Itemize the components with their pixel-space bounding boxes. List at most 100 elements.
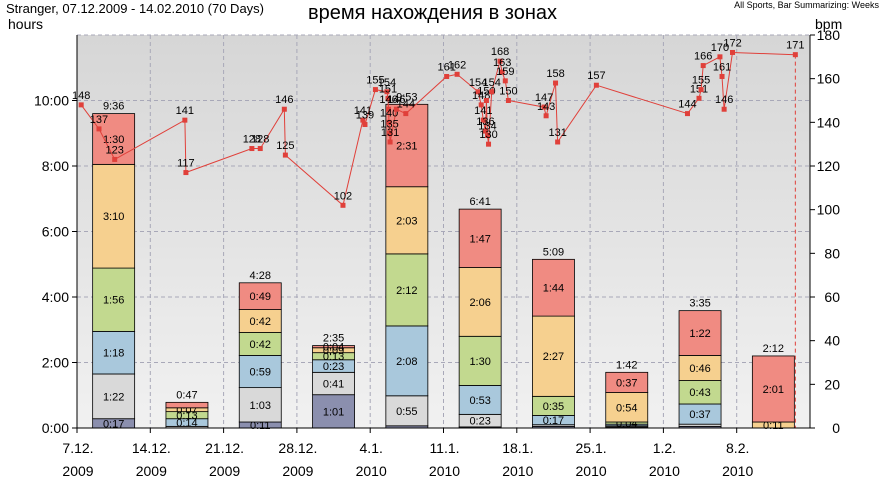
bar-segment-label: 2:08 bbox=[396, 356, 417, 368]
x-tick-year-label: 2010 bbox=[502, 463, 533, 479]
hr-point bbox=[385, 95, 391, 101]
x-tick-year-label: 2010 bbox=[649, 463, 680, 479]
hr-point bbox=[730, 49, 736, 55]
bar-segment bbox=[92, 267, 136, 332]
hr-point-label: 155 bbox=[366, 75, 384, 87]
x-tick-year-label: 2010 bbox=[356, 463, 387, 479]
hr-point-label: 128 bbox=[243, 134, 261, 146]
hr-point-label: 141 bbox=[354, 105, 372, 117]
y2-tick-label: 160 bbox=[817, 71, 841, 87]
hr-point-label: 171 bbox=[786, 40, 804, 52]
bar-segment-label: 0:37 bbox=[689, 409, 710, 421]
bar-segment-label: 0:46 bbox=[689, 363, 710, 375]
x-tick-label: 1.2. bbox=[653, 440, 676, 456]
hr-point bbox=[386, 119, 392, 125]
chart-subtitle: Stranger, 07.12.2009 - 14.02.2010 (70 Da… bbox=[6, 1, 265, 16]
hr-point-label: 140 bbox=[380, 107, 398, 119]
hr-point bbox=[502, 78, 508, 84]
x-tick-label: 4.1. bbox=[360, 440, 383, 456]
hr-point bbox=[386, 106, 392, 112]
x-tick-label: 8.2. bbox=[726, 440, 749, 456]
y-tick-label: 0:00 bbox=[42, 420, 69, 436]
bar-segment-label: 0:54 bbox=[616, 402, 637, 414]
bar-segment bbox=[238, 282, 282, 310]
hr-point-label: 141 bbox=[176, 105, 194, 117]
hr-point bbox=[387, 130, 393, 136]
hr-point-label: 157 bbox=[587, 70, 605, 82]
hr-point-label: 146 bbox=[387, 94, 405, 106]
x-tick-label: 11.1. bbox=[429, 440, 459, 456]
hr-point-label: 134 bbox=[478, 120, 496, 132]
bar-total-label: 1:42 bbox=[616, 359, 637, 371]
bar-segment-label: 0:42 bbox=[250, 339, 271, 351]
y2-tick-label: 60 bbox=[824, 289, 840, 305]
hr-point bbox=[387, 139, 393, 145]
hr-point bbox=[505, 98, 511, 103]
bar-segment-label: 0:23 bbox=[323, 361, 344, 373]
hr-point bbox=[482, 128, 488, 134]
hr-point bbox=[543, 113, 549, 119]
hr-point-label: 162 bbox=[448, 59, 466, 71]
y2-tick-label: 80 bbox=[824, 245, 840, 261]
hr-point-label: 146 bbox=[715, 94, 733, 106]
x-tick-label: 21.12. bbox=[205, 440, 244, 456]
bar-segment bbox=[385, 253, 429, 327]
bar-total-label: 3:35 bbox=[689, 298, 710, 310]
hr-point bbox=[112, 156, 118, 162]
y2-tick-label: 120 bbox=[817, 158, 841, 174]
bar-total-label: 6:41 bbox=[469, 196, 490, 208]
hr-point-label: 146 bbox=[275, 94, 293, 106]
hr-point bbox=[499, 69, 505, 75]
bar-total-label: 9:36 bbox=[103, 101, 124, 113]
bar-segment-label: 2:12 bbox=[396, 285, 417, 297]
hr-point bbox=[698, 87, 704, 93]
bar-segment bbox=[385, 103, 429, 188]
x-tick-label: 7.12. bbox=[62, 440, 93, 456]
x-tick-year-label: 2010 bbox=[429, 463, 460, 479]
hr-point bbox=[700, 63, 706, 69]
hr-point-label: 117 bbox=[177, 158, 195, 170]
x-tick-year-label: 2010 bbox=[576, 463, 607, 479]
chart-note: All Sports, Bar Summarizing: Weeks bbox=[734, 0, 879, 10]
hr-point bbox=[281, 106, 287, 112]
hr-point bbox=[696, 95, 702, 101]
hr-point bbox=[484, 132, 490, 138]
hr-point-label: 135 bbox=[380, 118, 398, 130]
bar-segment-label: 0:13 bbox=[176, 410, 197, 422]
bar-total-label: 5:09 bbox=[543, 246, 564, 258]
x-tick-label: 14.12. bbox=[132, 440, 171, 456]
bar-segment bbox=[751, 355, 795, 423]
hr-point-label: 123 bbox=[106, 144, 124, 156]
hr-point bbox=[497, 58, 503, 64]
bar-segment-label: 0:17 bbox=[103, 418, 124, 430]
y2-tick-label: 0 bbox=[832, 420, 840, 436]
x-tick-year-label: 2010 bbox=[722, 463, 753, 479]
bar-segment-label: 0:43 bbox=[689, 387, 710, 399]
hr-point-label: 141 bbox=[474, 105, 492, 117]
bar-segment-label: 0:17 bbox=[543, 415, 564, 427]
hr-point-label: 166 bbox=[694, 51, 712, 63]
bar-segment bbox=[385, 186, 429, 255]
bar-segment-label: 0:09 bbox=[323, 345, 344, 357]
hr-point bbox=[593, 82, 599, 88]
bar-segment-label: 0:14 bbox=[176, 418, 197, 430]
y2-axis-label: bpm bbox=[815, 16, 843, 32]
y2-tick-label: 140 bbox=[817, 114, 841, 130]
hr-point bbox=[360, 117, 366, 123]
hr-point-label: 131 bbox=[548, 127, 566, 139]
hr-point bbox=[541, 104, 547, 110]
hr-point-label: 159 bbox=[496, 66, 514, 78]
bar-total-label: 2:35 bbox=[323, 333, 344, 345]
hr-point-label: 150 bbox=[477, 86, 495, 98]
hr-point bbox=[553, 80, 559, 86]
x-tick-label: 28.12. bbox=[278, 440, 317, 456]
hr-point-label: 146 bbox=[379, 94, 397, 106]
bar-segment bbox=[605, 371, 649, 393]
bar-segment-label: 0:23 bbox=[469, 416, 490, 428]
bar-segment-label: 0:11 bbox=[763, 420, 784, 432]
hr-point-label: 143 bbox=[537, 101, 555, 113]
bar-segment bbox=[312, 394, 355, 429]
bar-segment-label: 1:22 bbox=[103, 391, 124, 403]
